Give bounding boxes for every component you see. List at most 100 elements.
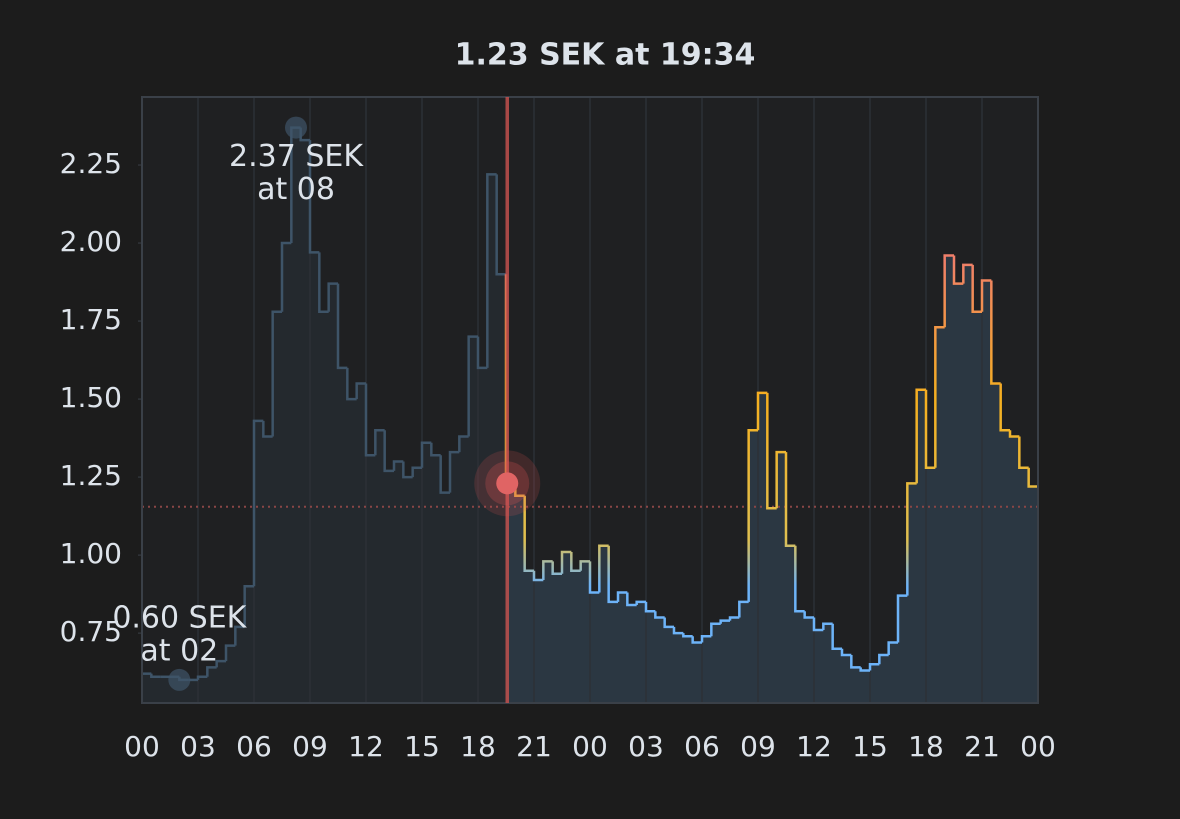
step-line: [840, 648, 852, 657]
area-step: [804, 617, 815, 703]
area-step: [907, 483, 918, 703]
step-line: [766, 392, 777, 510]
area-step: [655, 617, 666, 703]
step-line: [346, 367, 357, 401]
area-step: [543, 561, 554, 703]
area-step: [235, 626, 246, 703]
step-line: [644, 601, 656, 613]
area-step: [198, 676, 208, 703]
step-line: [784, 452, 796, 547]
x-tick-label: 00: [124, 730, 160, 763]
area-step: [608, 601, 619, 703]
area-step: [730, 617, 740, 703]
y-tick-label: 1.50: [60, 381, 122, 414]
annotation-label: 2.37 SEK: [229, 139, 364, 174]
area-step: [291, 127, 302, 704]
x-tick-label: 15: [852, 730, 888, 763]
y-tick-label: 1.75: [60, 303, 122, 336]
step-line: [831, 623, 842, 650]
step-line: [719, 619, 730, 624]
step-line: [794, 545, 805, 613]
area-step: [226, 645, 236, 703]
area-step: [459, 436, 470, 703]
annotation-label: at 08: [257, 172, 335, 207]
x-tick-label: 15: [404, 730, 440, 763]
extreme-marker: [285, 116, 307, 139]
step-line: [579, 560, 590, 571]
y-tick-label: 1.00: [60, 537, 122, 570]
step-line: [859, 667, 870, 672]
step-line: [962, 263, 973, 284]
area-step: [506, 483, 516, 703]
area-step: [216, 661, 227, 703]
area-step: [982, 280, 992, 703]
step-line: [635, 600, 646, 606]
step-line: [532, 570, 544, 582]
step-line: [616, 591, 628, 602]
area-step: [944, 255, 955, 703]
step-line: [747, 429, 758, 602]
area-step: [720, 620, 731, 703]
step-line: [252, 419, 264, 587]
step-line: [663, 617, 674, 629]
area-step: [1028, 486, 1039, 703]
step-line: [458, 435, 469, 453]
step-line: [850, 654, 861, 669]
area-step: [450, 452, 460, 703]
step-line: [952, 255, 964, 285]
area-step: [842, 654, 852, 703]
area-step: [711, 623, 722, 703]
area-step: [179, 679, 190, 703]
step-line: [234, 625, 245, 646]
x-tick-label: 21: [516, 730, 552, 763]
area-step: [394, 461, 404, 703]
step-line: [607, 545, 618, 604]
step-line: [588, 561, 600, 594]
x-tick-label: 06: [236, 730, 272, 763]
step-line: [355, 382, 366, 400]
step-line: [215, 659, 226, 668]
step-line: [402, 461, 413, 479]
area-step: [478, 367, 488, 703]
step-line: [700, 634, 712, 643]
step-line: [523, 495, 534, 572]
x-tick-label: 09: [292, 730, 328, 763]
area-step: [870, 664, 880, 703]
current-point: [496, 472, 519, 495]
area-step: [571, 570, 582, 703]
area-step: [328, 283, 339, 703]
area-step: [636, 601, 647, 703]
step-line: [551, 561, 562, 576]
x-tick-label: 03: [180, 730, 216, 763]
chart-title: 1.23 SEK at 19:34: [455, 38, 756, 73]
area-step: [440, 492, 451, 703]
step-line: [308, 140, 320, 254]
step-line: [598, 544, 609, 593]
area-step: [1010, 436, 1020, 703]
step-line: [467, 335, 478, 437]
area-step: [534, 580, 544, 703]
extreme-marker: [168, 668, 191, 691]
step-line: [1008, 430, 1020, 438]
area-step: [1000, 430, 1011, 703]
step-line: [327, 282, 338, 312]
area-step: [814, 629, 824, 703]
area-step: [767, 508, 778, 703]
area-step: [375, 430, 386, 703]
area-step: [683, 636, 694, 703]
area-step: [366, 455, 376, 703]
area-step: [524, 570, 535, 703]
step-line: [906, 482, 917, 596]
step-line: [682, 633, 693, 638]
step-line: [224, 644, 236, 662]
area-step: [338, 367, 348, 703]
step-line: [486, 173, 497, 368]
step-line: [271, 310, 282, 437]
step-line: [336, 283, 348, 370]
y-tick-label: 1.25: [60, 459, 122, 492]
area-step: [142, 673, 152, 703]
step-line: [990, 280, 1001, 385]
step-line: [1027, 467, 1038, 488]
